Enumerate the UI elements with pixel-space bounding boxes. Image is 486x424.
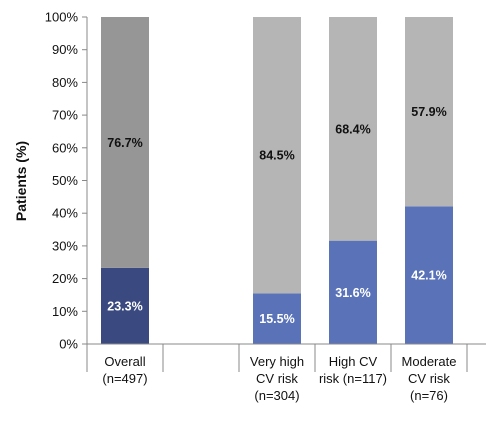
data-label: 84.5% (259, 149, 294, 163)
data-label: 15.5% (259, 312, 294, 326)
y-tick-label: 0% (59, 337, 78, 352)
y-tick-label: 30% (52, 238, 78, 253)
bar-segment (329, 17, 377, 241)
y-tick-label: 50% (52, 173, 78, 188)
data-label: 57.9% (411, 105, 446, 119)
data-label: 76.7% (107, 136, 142, 150)
bar-segment (405, 206, 453, 344)
x-category-label: Overall (104, 354, 145, 369)
x-category-label: (n=304) (254, 388, 299, 403)
y-tick-label: 60% (52, 140, 78, 155)
y-tick-label: 20% (52, 271, 78, 286)
data-label: 42.1% (411, 269, 446, 283)
x-category-label: High CV (329, 354, 378, 369)
data-label: 31.6% (335, 286, 370, 300)
y-tick-label: 100% (45, 10, 79, 25)
y-tick-label: 70% (52, 108, 78, 123)
x-category-label: risk (n=117) (319, 371, 387, 386)
bar-segment (101, 267, 149, 344)
bar-segment (253, 293, 301, 344)
data-label: 68.4% (335, 122, 370, 136)
y-tick-label: 90% (52, 42, 78, 57)
x-category-label: Very high (250, 354, 304, 369)
bar-segment (329, 240, 377, 344)
x-category-label: Moderate (402, 354, 457, 369)
y-tick-label: 80% (52, 75, 78, 90)
x-category-label: (n=497) (102, 371, 147, 386)
x-category-label: CV risk (256, 371, 298, 386)
y-tick-label: 10% (52, 304, 78, 319)
bar-segment (253, 17, 301, 294)
bar-segment (101, 17, 149, 268)
y-tick-label: 40% (52, 206, 78, 221)
y-axis-label: Patients (%) (13, 141, 29, 221)
bar-segment (405, 17, 453, 207)
x-category-label: CV risk (408, 371, 450, 386)
data-label: 23.3% (107, 299, 142, 313)
x-category-label: (n=76) (410, 388, 448, 403)
